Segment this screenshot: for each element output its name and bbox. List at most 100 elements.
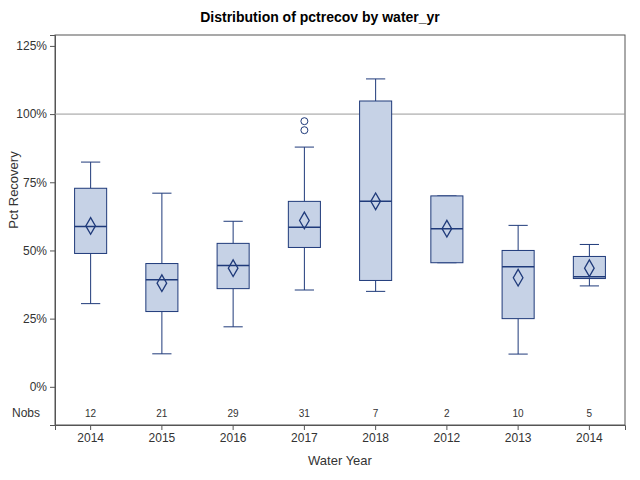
plot-area [55,79,625,354]
min-cap [224,326,243,327]
lower-whisker [304,247,305,290]
nobs-value: 31 [299,408,311,419]
nobs-value: 2 [444,408,450,419]
y-tick-label: 125% [16,39,47,53]
y-tick: 50% [23,244,55,258]
x-tick: 2013 [505,425,532,445]
x-tick-mark [446,425,447,430]
nobs-value: 7 [373,408,379,419]
x-tick-mark [233,425,234,430]
box-group [360,79,392,291]
lower-whisker [375,280,376,291]
y-tick-mark [50,250,55,251]
min-cap [295,290,314,291]
y-tick-label: 100% [16,107,47,121]
x-tick-mark [304,425,305,430]
box-group [217,221,249,327]
y-tick: 75% [23,176,55,190]
outlier [301,127,308,134]
box [360,101,392,280]
upper-whisker [518,225,519,250]
lower-whisker [233,289,234,327]
median-line [217,265,249,267]
x-tick-label: 2018 [362,431,389,445]
max-cap [81,162,100,163]
x-tick: 2015 [149,425,176,445]
x-tick: 2012 [434,425,461,445]
y-tick-mark [50,387,55,388]
y-tick-mark [50,182,55,183]
nobs-value: 12 [85,408,97,419]
box-group [75,162,107,304]
x-tick-mark [518,425,519,430]
mean-marker [300,212,310,229]
title: Distribution of pctrecov by water_yr [200,9,440,25]
x-tick-mark [90,425,91,430]
min-cap [81,303,100,304]
x-tick: 2014 [77,425,104,445]
plot-frame [55,35,625,425]
box [573,256,605,278]
y-tick-mark [50,46,55,47]
x-tick-label: 2017 [291,431,318,445]
min-cap [366,291,385,292]
mean-marker [228,260,238,277]
median-line [502,266,534,268]
x-tick-label: 2013 [505,431,532,445]
nobs-value: 29 [228,408,240,419]
nobs-value: 10 [513,408,525,419]
x-tick: 2018 [362,425,389,445]
box [431,196,463,263]
box [217,243,249,288]
min-cap [152,353,171,354]
y-axis: 0%25%50%75%100%125% [16,36,55,426]
nobs-label: Nobs [12,406,40,420]
y-axis-title: Pct Recovery [6,151,21,229]
upper-whisker [90,162,91,188]
box-group [573,244,605,285]
max-cap [224,221,243,222]
y-tick-label: 50% [23,244,47,258]
max-cap [295,147,314,148]
y-tick-mark [50,319,55,320]
lower-whisker [518,319,519,354]
x-axis-title: Water Year [308,453,373,468]
box-group [431,196,463,263]
nobs-value: 21 [156,408,168,419]
lower-whisker [90,253,91,303]
y-tick-mark [50,114,55,115]
x-tick-label: 2012 [434,431,461,445]
x-tick-label: 2014 [77,431,104,445]
x-axis-line [56,426,626,431]
outlier [301,118,308,125]
y-tick: 100% [16,107,55,121]
x-tick: 2016 [220,425,247,445]
mean-marker [585,260,595,277]
max-cap [366,78,385,79]
box [146,264,178,312]
max-cap [580,244,599,245]
median-line [146,279,178,281]
upper-whisker [589,244,590,256]
median-line [75,226,107,228]
box [502,250,534,318]
lower-whisker [589,279,590,286]
x-tick-mark [589,425,590,430]
x-tick: 2014 [576,425,603,445]
box [75,188,107,253]
y-tick-label: 75% [23,176,47,190]
reference-line [55,114,625,115]
y-tick: 0% [30,380,55,394]
lower-whisker [161,312,162,354]
x-tick: 2017 [291,425,318,445]
box-group [146,193,178,354]
mean-marker [442,220,452,237]
max-cap [509,225,528,226]
mean-marker [371,193,381,210]
x-tick-label: 2016 [220,431,247,445]
x-tick-label: 2015 [149,431,176,445]
box-group [502,225,534,354]
y-tick: 125% [16,39,55,53]
upper-whisker [375,79,376,101]
min-cap [509,354,528,355]
